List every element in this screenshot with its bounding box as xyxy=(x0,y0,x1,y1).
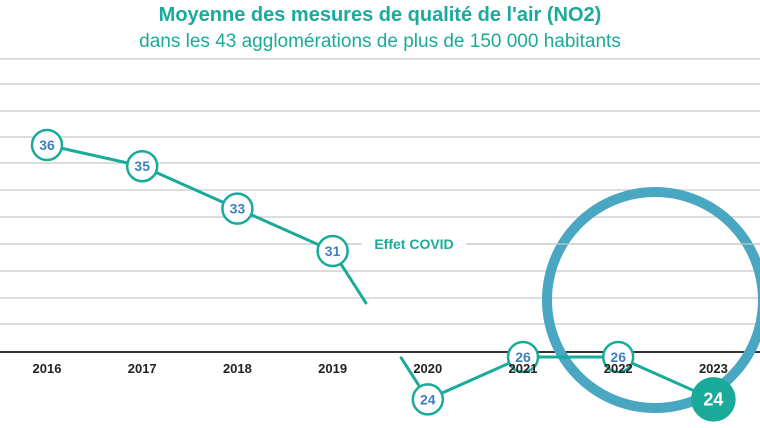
data-label-2023: 24 xyxy=(703,389,723,409)
series-line xyxy=(45,143,715,401)
x-tick-2016: 2016 xyxy=(33,361,62,376)
data-point-2019 xyxy=(316,234,349,268)
grid-lines xyxy=(0,58,760,353)
x-tick-2023: 2023 xyxy=(699,361,728,376)
series-line-group xyxy=(45,143,715,401)
data-label-2021: 26 xyxy=(515,349,531,365)
chart-subtitle: dans les 43 agglomérations de plus de 15… xyxy=(139,31,621,52)
data-label-2018: 33 xyxy=(230,201,246,217)
x-tick-2020: 2020 xyxy=(413,361,442,376)
data-label-2020: 24 xyxy=(420,391,436,407)
highlight-circle-group xyxy=(542,187,760,413)
data-label-2017: 35 xyxy=(134,158,150,174)
data-point-2023 xyxy=(691,377,736,422)
x-tick-2018: 2018 xyxy=(223,361,252,376)
annotation-effet-covid: Effet COVID xyxy=(374,236,453,252)
annotation-background xyxy=(362,234,466,254)
x-tick-2021: 2021 xyxy=(509,361,538,376)
highlight-circle xyxy=(542,187,760,413)
data-point-2022 xyxy=(601,340,635,374)
data-label-2016: 36 xyxy=(39,137,55,153)
x-tick-labels: 2016 2017 2018 2019 2020 2021 2022 2023 xyxy=(33,361,728,376)
marker-group: 36 35 33 31 24 26 26 24 xyxy=(30,128,736,422)
data-point-2017 xyxy=(125,149,159,183)
data-point-2020 xyxy=(411,383,445,416)
chart-title: Moyenne des mesures de qualité de l'air … xyxy=(158,4,602,26)
x-tick-2017: 2017 xyxy=(128,361,157,376)
data-point-2018 xyxy=(221,192,254,225)
data-point-2016 xyxy=(30,128,64,162)
x-tick-2022: 2022 xyxy=(604,361,633,376)
annotation-group: Effet COVID xyxy=(342,234,760,254)
data-label-2019: 31 xyxy=(325,243,341,259)
data-label-2022: 26 xyxy=(610,349,626,365)
data-point-2021 xyxy=(506,340,540,374)
x-tick-2019: 2019 xyxy=(318,361,347,376)
